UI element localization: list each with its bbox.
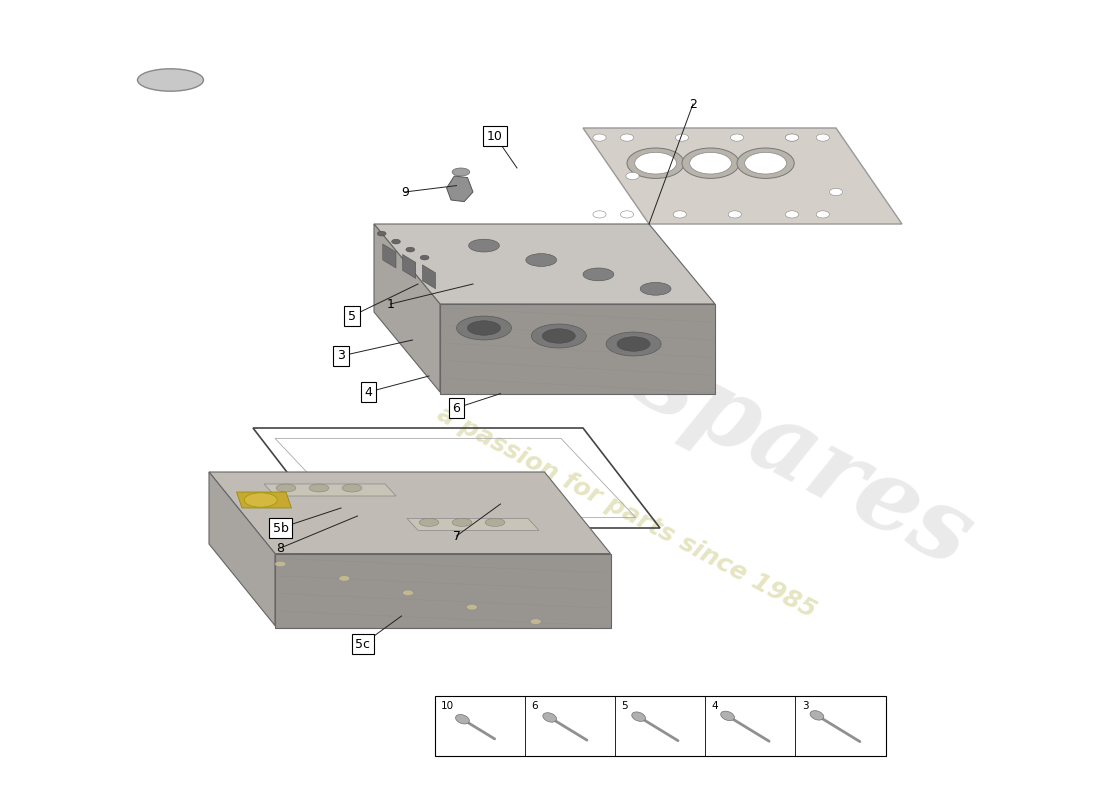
Ellipse shape — [816, 134, 829, 141]
Text: 3: 3 — [802, 701, 808, 710]
Ellipse shape — [635, 152, 676, 174]
Ellipse shape — [816, 210, 829, 218]
Ellipse shape — [526, 254, 557, 266]
Polygon shape — [209, 472, 610, 554]
Ellipse shape — [542, 713, 557, 722]
Ellipse shape — [627, 148, 684, 178]
Ellipse shape — [810, 710, 824, 720]
Ellipse shape — [631, 712, 646, 722]
Polygon shape — [383, 244, 396, 268]
Bar — [434, 696, 886, 756]
Ellipse shape — [530, 619, 541, 624]
Ellipse shape — [406, 247, 415, 252]
Text: 6: 6 — [531, 701, 538, 710]
Polygon shape — [374, 224, 715, 304]
Ellipse shape — [452, 518, 472, 526]
Ellipse shape — [468, 321, 500, 335]
Text: 2: 2 — [689, 98, 697, 110]
Text: 5c: 5c — [355, 638, 371, 650]
Ellipse shape — [640, 282, 671, 295]
Ellipse shape — [617, 337, 650, 351]
Text: 9: 9 — [400, 186, 409, 198]
Ellipse shape — [485, 518, 505, 526]
Text: 5b: 5b — [273, 522, 288, 534]
Ellipse shape — [275, 562, 286, 566]
Ellipse shape — [342, 484, 362, 492]
Ellipse shape — [673, 210, 686, 218]
Polygon shape — [407, 518, 539, 530]
Ellipse shape — [620, 210, 634, 218]
Polygon shape — [275, 554, 610, 628]
Ellipse shape — [244, 493, 277, 507]
Ellipse shape — [542, 329, 575, 343]
Text: 1: 1 — [386, 298, 395, 310]
Ellipse shape — [392, 239, 400, 244]
Ellipse shape — [377, 231, 386, 236]
Ellipse shape — [690, 152, 732, 174]
Polygon shape — [447, 176, 473, 202]
Polygon shape — [236, 492, 292, 508]
Polygon shape — [209, 472, 275, 626]
Ellipse shape — [620, 134, 634, 141]
Ellipse shape — [531, 324, 586, 348]
Ellipse shape — [455, 714, 470, 724]
Ellipse shape — [309, 484, 329, 492]
Ellipse shape — [583, 268, 614, 281]
Ellipse shape — [682, 148, 739, 178]
Polygon shape — [440, 304, 715, 394]
Ellipse shape — [276, 484, 296, 492]
Ellipse shape — [138, 69, 204, 91]
Text: 8: 8 — [276, 542, 285, 554]
Text: 5: 5 — [621, 701, 628, 710]
Text: a passion for parts since 1985: a passion for parts since 1985 — [433, 402, 821, 622]
Ellipse shape — [745, 152, 786, 174]
Polygon shape — [403, 254, 416, 278]
Text: 10: 10 — [441, 701, 454, 710]
Ellipse shape — [403, 590, 414, 595]
Ellipse shape — [466, 605, 477, 610]
Polygon shape — [374, 224, 440, 392]
Ellipse shape — [626, 172, 639, 180]
Text: 3: 3 — [337, 350, 345, 362]
Ellipse shape — [339, 576, 350, 581]
Text: eurospares: eurospares — [397, 212, 989, 588]
Text: 5: 5 — [348, 310, 356, 322]
Ellipse shape — [593, 134, 606, 141]
Text: 7: 7 — [452, 530, 461, 542]
Ellipse shape — [737, 148, 794, 178]
Ellipse shape — [675, 134, 689, 141]
Ellipse shape — [730, 134, 744, 141]
Ellipse shape — [785, 134, 799, 141]
Ellipse shape — [456, 316, 512, 340]
Polygon shape — [422, 265, 436, 289]
Ellipse shape — [785, 210, 799, 218]
Ellipse shape — [785, 134, 799, 141]
Text: 4: 4 — [712, 701, 718, 710]
Ellipse shape — [606, 332, 661, 356]
Ellipse shape — [469, 239, 499, 252]
Ellipse shape — [452, 168, 470, 176]
Polygon shape — [264, 484, 396, 496]
Ellipse shape — [728, 210, 741, 218]
Ellipse shape — [829, 188, 843, 196]
Ellipse shape — [593, 210, 606, 218]
Ellipse shape — [419, 518, 439, 526]
Text: 4: 4 — [364, 386, 373, 398]
Ellipse shape — [720, 711, 735, 721]
Polygon shape — [583, 128, 902, 224]
Text: 10: 10 — [487, 130, 503, 142]
Ellipse shape — [420, 255, 429, 260]
Text: 6: 6 — [452, 402, 461, 414]
